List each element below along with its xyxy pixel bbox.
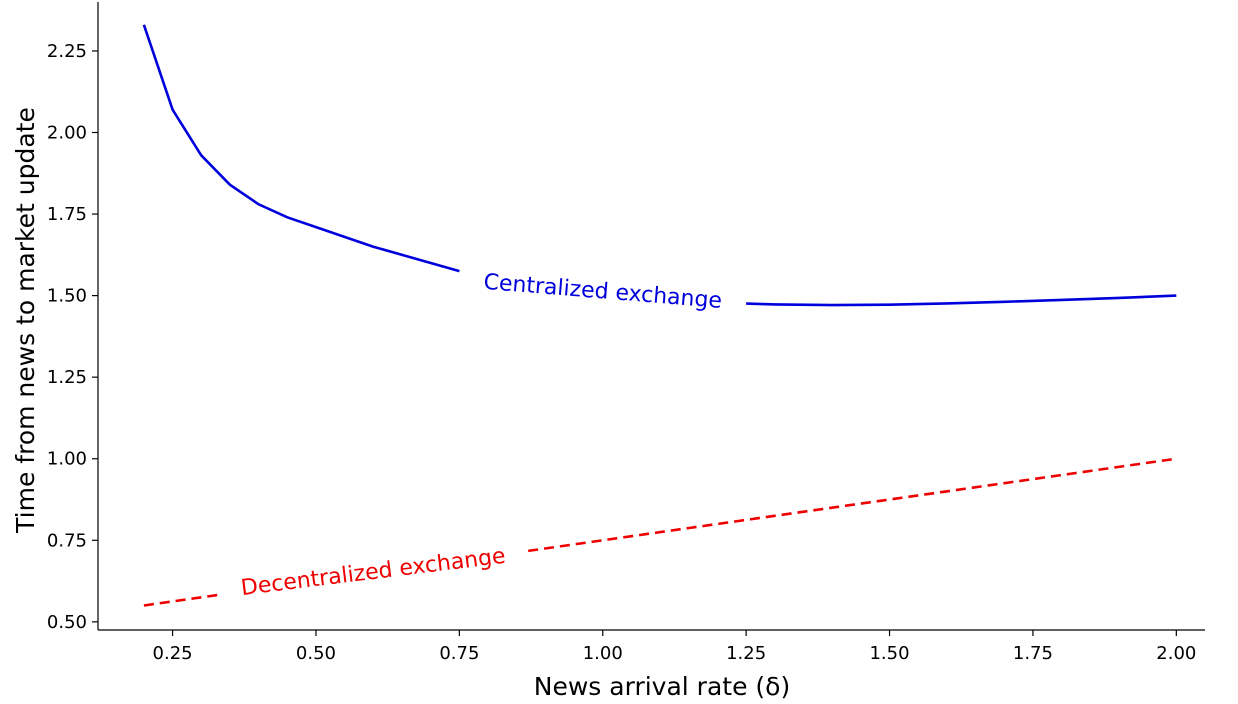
inline-labels: Centralized exchange Decentralized exchan… (240, 270, 723, 601)
inline-label-decentralized: Decentralized exchange (240, 544, 507, 601)
y-tick-label: 1.50 (47, 286, 87, 307)
x-tick-label: 0.75 (439, 643, 479, 664)
x-tick-label: 0.25 (153, 643, 193, 664)
x-tick-label: 1.75 (1013, 643, 1053, 664)
inline-label-centralized: Centralized exchange (483, 270, 723, 314)
y-tick-label: 1.75 (47, 204, 87, 225)
x-tick-label: 1.00 (583, 643, 623, 664)
y-tick-label: 1.00 (47, 449, 87, 470)
x-tick-label: 1.50 (869, 643, 909, 664)
x-axis-title: News arrival rate (δ) (534, 672, 790, 701)
x-tick-label: 0.50 (296, 643, 336, 664)
series-decentralized-line-segment (528, 457, 1177, 553)
y-tick-label: 2.25 (47, 41, 87, 62)
series-centralized-line-segment (746, 294, 1177, 307)
y-tick-label: 0.50 (47, 612, 87, 633)
y-axis-title: Time from news to market update (11, 107, 40, 534)
y-tick-label: 2.00 (47, 122, 87, 143)
y-tick-label: 1.25 (47, 367, 87, 388)
y-tick-label: 0.75 (47, 530, 87, 551)
x-tick-label: 1.25 (726, 643, 766, 664)
x-tick-label: 2.00 (1156, 643, 1196, 664)
series-layer (142, 24, 1177, 607)
series-decentralized-line-segment (143, 593, 219, 607)
axes: 0.25 0.50 0.75 1.00 1.25 1.50 1.75 2.00 0.50 0.75… (47, 2, 1205, 664)
series-centralized-line-segment (142, 24, 460, 273)
